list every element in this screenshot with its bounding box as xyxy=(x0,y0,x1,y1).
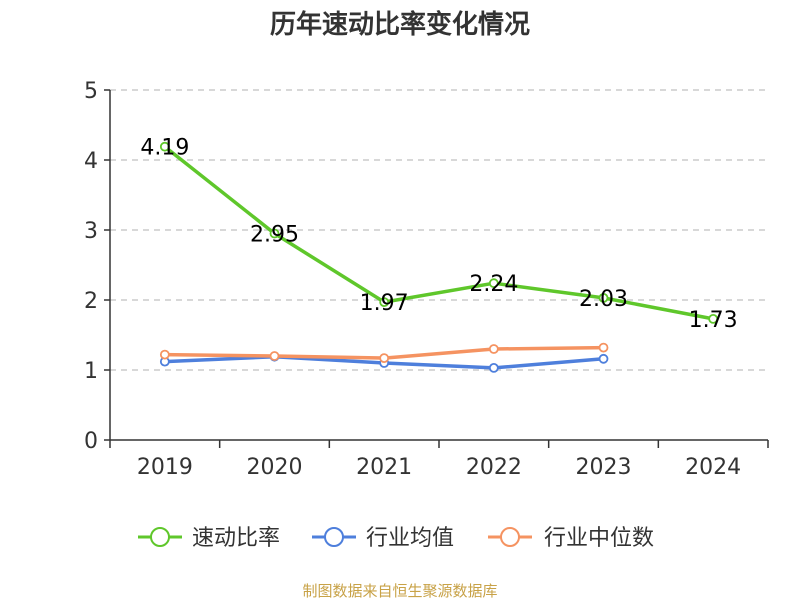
axes: 0 1 2 3 4 5 2019 2020 2021 2022 2023 2024 xyxy=(84,79,769,480)
data-labels: 4.19 2.95 1.97 2.24 2.03 1.73 xyxy=(140,136,737,333)
legend-swatch-marker xyxy=(150,527,170,547)
data-point xyxy=(598,342,609,353)
series-lines xyxy=(159,141,719,373)
y-tick-label: 2 xyxy=(84,289,98,314)
data-label: 2.03 xyxy=(579,287,628,312)
legend-swatch-marker xyxy=(500,527,520,547)
data-point xyxy=(488,278,499,289)
legend-item-1[interactable]: 行业均值 xyxy=(312,526,454,551)
legend-label: 行业均值 xyxy=(366,526,454,551)
data-point xyxy=(488,362,499,373)
y-tick-label: 0 xyxy=(84,429,98,454)
x-tick-label: 2022 xyxy=(466,455,522,480)
grid xyxy=(110,89,768,371)
x-tick-label: 2020 xyxy=(247,455,303,480)
y-tick-label: 4 xyxy=(84,149,98,174)
legend-swatch-marker xyxy=(324,527,344,547)
data-point xyxy=(488,344,499,354)
data-point xyxy=(598,292,609,303)
legend[interactable]: 速动比率 行业均值 行业中位数 xyxy=(138,526,654,551)
data-point xyxy=(379,353,390,364)
x-tick-label: 2024 xyxy=(685,455,741,480)
data-label: 1.73 xyxy=(689,308,738,333)
data-label: 4.19 xyxy=(140,136,189,161)
data-point xyxy=(269,351,280,361)
data-point xyxy=(598,353,609,364)
legend-item-0[interactable]: 速动比率 xyxy=(138,526,280,551)
data-point xyxy=(708,313,719,324)
y-tick-label: 1 xyxy=(84,359,98,384)
x-tick-label: 2021 xyxy=(356,455,412,480)
data-label: 2.24 xyxy=(469,272,518,297)
source-note: 制图数据来自恒生聚源数据库 xyxy=(302,582,497,600)
data-label: 1.97 xyxy=(360,291,409,316)
x-tick-label: 2019 xyxy=(137,455,193,480)
data-label: 2.95 xyxy=(250,223,299,248)
y-tick-label: 3 xyxy=(84,219,98,244)
data-point xyxy=(379,297,390,308)
series-line-0 xyxy=(163,145,714,321)
legend-label: 行业中位数 xyxy=(544,526,654,551)
y-tick-label: 5 xyxy=(84,79,98,104)
legend-label: 速动比率 xyxy=(192,526,280,551)
x-tick-label: 2023 xyxy=(576,455,632,480)
data-point xyxy=(159,141,170,152)
legend-item-2[interactable]: 行业中位数 xyxy=(488,526,654,551)
chart-title: 历年速动比率变化情况 xyxy=(270,9,530,40)
data-point xyxy=(269,228,280,239)
data-point xyxy=(159,349,170,360)
